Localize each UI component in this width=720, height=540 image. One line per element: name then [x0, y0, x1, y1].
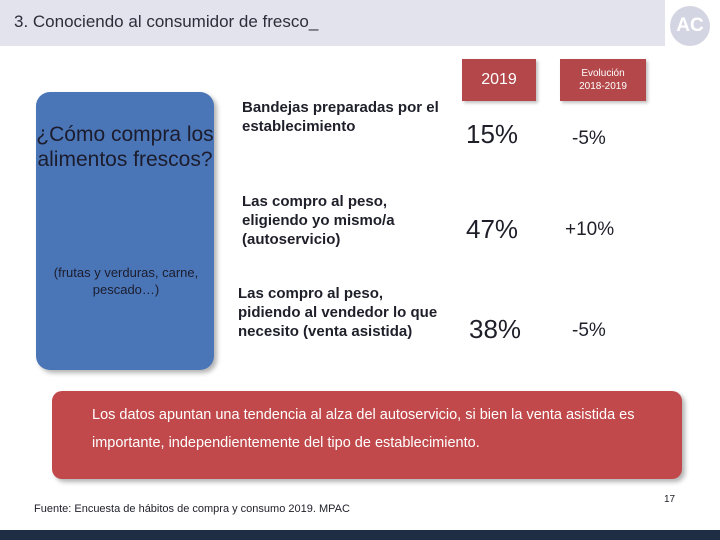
row-value-2019-bandejas: 15% — [466, 119, 519, 149]
row-value-2019-venta-asistida: 38% — [469, 314, 522, 344]
question-text: ¿Cómo compra los alimentos frescos? — [36, 123, 214, 171]
logo-icon: AC — [670, 6, 710, 46]
row-evolution-venta-asistida: -5% — [572, 320, 606, 341]
row-label-autoservicio: Las compro al peso, eligiendo yo mismo/a… — [242, 193, 395, 248]
page-number: 17 — [664, 494, 676, 505]
question-subtitle: (frutas y verduras, carne, pescado…) — [53, 265, 199, 297]
question-panel: ¿Cómo compra los alimentos frescos? (fru… — [36, 92, 214, 370]
bottom-bar — [0, 530, 720, 540]
source-note: Fuente: Encuesta de hábitos de compra y … — [34, 503, 350, 515]
column-header-2019: 2019 — [462, 59, 536, 101]
header-bar: 3. Conociendo al consumidor de fresco_ — [0, 0, 665, 46]
row-value-2019-autoservicio: 47% — [466, 214, 519, 244]
row-evolution-bandejas: -5% — [572, 128, 606, 149]
row-evolution-autoservicio: +10% — [565, 219, 615, 240]
row-label-bandejas: Bandejas preparadas por el establecimien… — [242, 99, 439, 135]
conclusion-text: Los datos apuntan una tendencia al alza … — [92, 407, 635, 451]
evolution-label: Evolución — [581, 68, 625, 79]
evolution-period: 2018-2019 — [579, 81, 627, 92]
column-header-evolution: Evolución 2018-2019 — [560, 59, 646, 101]
conclusion-box: Los datos apuntan una tendencia al alza … — [52, 391, 682, 479]
row-label-venta-asistida: Las compro al peso, pidiendo al vendedor… — [238, 285, 438, 340]
page-title: 3. Conociendo al consumidor de fresco_ — [14, 12, 319, 31]
